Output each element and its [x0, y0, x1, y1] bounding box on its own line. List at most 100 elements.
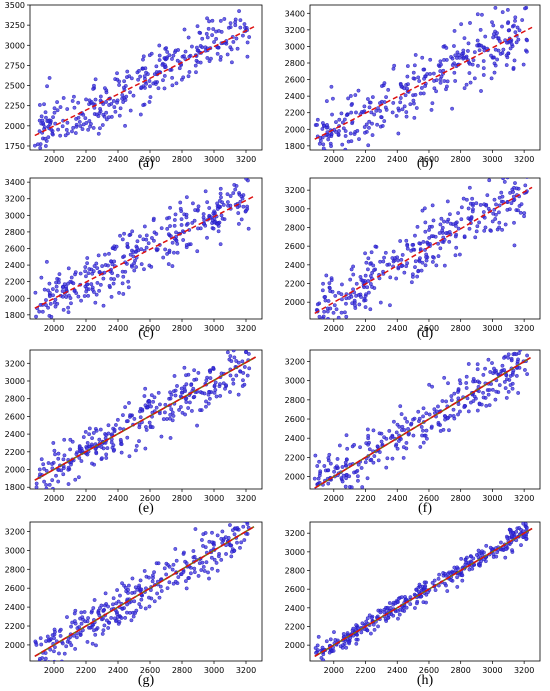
panel-d-xtick-label: 3200 — [514, 324, 534, 333]
scatter-point — [448, 212, 452, 217]
scatter-point — [120, 606, 125, 611]
scatter-point — [194, 70, 198, 75]
scatter-point — [235, 540, 239, 545]
scatter-point — [404, 441, 409, 445]
scatter-point — [400, 424, 405, 429]
scatter-point — [356, 462, 361, 467]
scatter-point — [104, 452, 109, 457]
panel-h-fit-line — [314, 527, 533, 657]
scatter-point — [524, 537, 529, 542]
scatter-point — [105, 446, 110, 451]
scatter-point — [403, 93, 408, 98]
scatter-point — [355, 128, 360, 133]
scatter-point — [394, 430, 399, 435]
scatter-point — [458, 381, 463, 386]
panel-h-ytick-label: 2800 — [285, 567, 305, 576]
scatter-point — [119, 450, 124, 455]
scatter-point — [215, 568, 220, 573]
scatter-point — [226, 203, 230, 208]
scatter-point — [89, 100, 94, 104]
scatter-point — [513, 18, 517, 23]
scatter-point — [438, 80, 443, 85]
scatter-point — [51, 486, 55, 489]
scatter-point — [397, 612, 402, 617]
scatter-point — [66, 266, 71, 271]
scatter-point — [243, 337, 246, 340]
scatter-point — [481, 73, 486, 77]
scatter-point — [210, 566, 214, 571]
scatter-point — [391, 259, 396, 264]
scatter-point — [167, 215, 172, 220]
scatter-point — [107, 103, 112, 107]
scatter-point — [390, 110, 395, 115]
scatter-point — [79, 621, 84, 626]
scatter-point — [93, 300, 98, 305]
scatter-point — [74, 124, 79, 129]
panel-b-caption: (b) — [417, 156, 434, 171]
panel-h-ytick-label: 3000 — [285, 548, 305, 557]
scatter-point — [38, 636, 43, 641]
scatter-point — [466, 362, 471, 366]
scatter-point — [54, 289, 59, 293]
scatter-point — [170, 264, 175, 268]
scatter-point — [159, 589, 164, 593]
scatter-point — [242, 22, 247, 26]
scatter-point — [167, 53, 172, 58]
scatter-point — [34, 485, 39, 489]
scatter-point — [87, 426, 92, 431]
scatter-point — [184, 243, 189, 247]
scatter-point — [203, 545, 208, 550]
scatter-point — [164, 46, 169, 50]
scatter-point — [456, 412, 460, 417]
scatter-point — [247, 337, 250, 340]
scatter-point — [186, 35, 191, 40]
scatter-point — [152, 599, 157, 604]
scatter-point — [101, 303, 106, 308]
scatter-point — [218, 382, 222, 387]
panel-b-ytick-label: 2800 — [285, 59, 305, 68]
scatter-point — [50, 462, 54, 466]
scatter-point — [49, 314, 54, 319]
scatter-point — [126, 279, 131, 284]
scatter-point — [39, 114, 44, 119]
scatter-point — [428, 57, 433, 62]
scatter-point — [52, 300, 57, 305]
scatter-point — [473, 235, 478, 240]
scatter-point — [43, 110, 48, 115]
scatter-point — [168, 396, 173, 401]
scatter-point — [483, 366, 487, 371]
scatter-point — [339, 111, 344, 116]
panel-d-xtick-label: 2000 — [324, 324, 344, 333]
scatter-point — [228, 543, 233, 548]
scatter-point — [343, 134, 348, 138]
scatter-point — [137, 68, 141, 73]
scatter-point — [94, 428, 99, 433]
scatter-point — [82, 294, 87, 298]
scatter-point — [398, 96, 403, 100]
scatter-point — [318, 469, 323, 474]
scatter-point — [494, 389, 499, 394]
scatter-point — [201, 565, 206, 569]
scatter-point — [378, 101, 382, 105]
scatter-point — [162, 74, 167, 78]
scatter-point — [157, 595, 162, 600]
scatter-point — [502, 179, 507, 184]
scatter-point — [228, 194, 233, 198]
scatter-point — [340, 120, 345, 125]
scatter-point — [171, 53, 176, 58]
scatter-point — [332, 469, 337, 474]
scatter-point — [444, 399, 449, 404]
scatter-point — [412, 115, 417, 120]
scatter-point — [42, 659, 47, 661]
scatter-point — [100, 631, 105, 636]
scatter-point — [154, 232, 159, 236]
scatter-point — [78, 630, 83, 635]
scatter-point — [161, 255, 166, 260]
scatter-point — [209, 56, 213, 61]
panel-d-ytick-label: 2400 — [285, 261, 305, 270]
scatter-point — [343, 484, 348, 489]
scatter-point — [321, 142, 326, 147]
scatter-point — [421, 91, 426, 96]
scatter-point — [77, 445, 82, 450]
